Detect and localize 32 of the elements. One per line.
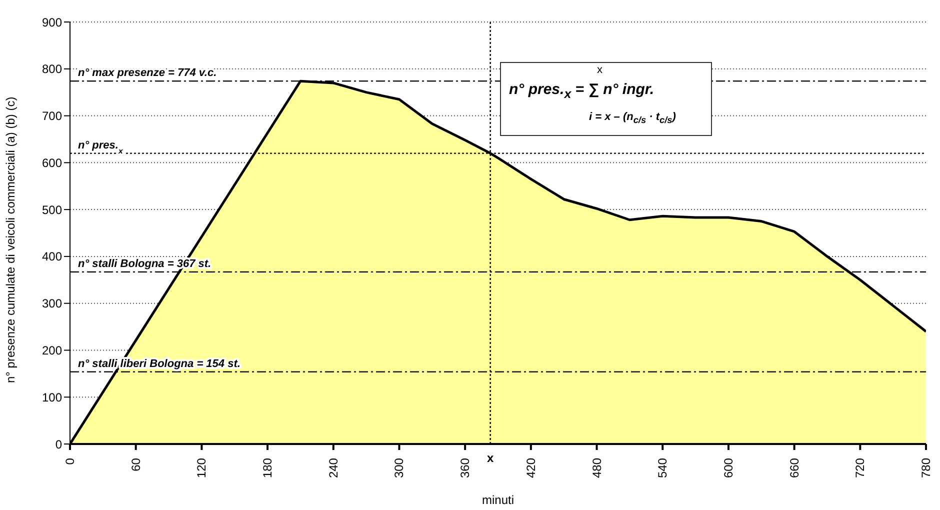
y-tick-label: 100 [42,390,62,404]
x-tick-label: 720 [853,458,868,478]
x-tick-label: 300 [392,458,406,478]
x-tick-label: 540 [656,458,670,478]
x-axis-title: minuti [482,493,514,507]
x-tick-label: 360 [458,458,472,478]
x-tick-label: 780 [919,458,933,478]
x-tick-label: 420 [524,458,538,478]
annotation: x [597,64,602,76]
x-tick-label: 240 [326,458,340,478]
y-tick-label: 500 [42,202,62,217]
y-tick-label: 900 [42,15,62,30]
y-tick-label: 400 [42,250,62,264]
x-tick-label: 480 [590,458,604,478]
ref-line-label: n° max presenze = 774 v.c. [78,67,217,80]
y-tick-label: 600 [42,156,62,170]
y-tick-label: 800 [42,62,62,76]
y-tick-label: 200 [42,343,62,358]
annotation: i = x – (n$_{c/s}$ · t$_{c/s}$) [589,111,676,126]
ref-line-label: n° pres.$_{x}$ [78,139,124,155]
ref-line-label: x [486,451,494,465]
x-tick-label: 660 [787,458,802,478]
x-tick-label: 600 [721,458,736,478]
x-tick-label: 60 [128,458,143,472]
y-tick-label: 300 [42,296,62,311]
x-tick-label: 0 [63,458,77,465]
x-tick-label: 180 [260,458,275,478]
y-tick-label: 700 [42,109,62,124]
annotation: n° pres.$_{x}$ = ∑ n° ingr. [509,81,654,101]
y-tick-label: 0 [55,437,62,452]
x-tick-label: 120 [194,458,209,478]
y-axis-title: n° presenze cumulate di veicoli commerciali (a) (b) (c) [3,96,18,383]
